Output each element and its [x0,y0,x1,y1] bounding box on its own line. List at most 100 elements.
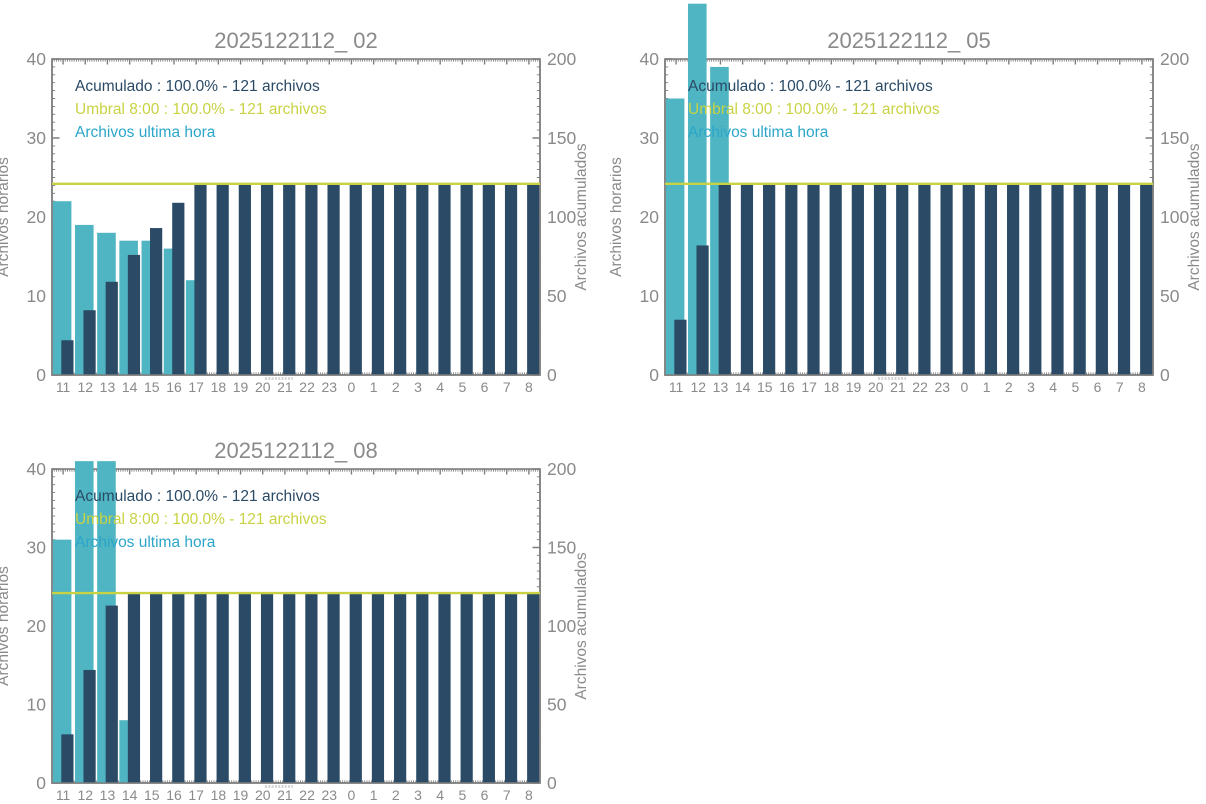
bar-accumulated-17 [807,183,820,375]
legend-line-2: Archivos ultima hora [75,124,216,141]
y-left-tick-label: 0 [36,365,46,385]
y-right-tick-label: 100 [547,616,576,636]
bar-accumulated-13 [105,605,118,783]
x-tick-label: 8 [1138,379,1146,395]
x-tick-label: 21 [277,379,293,395]
bar-accumulated-3 [1029,183,1042,375]
legend-line-1: Umbral 8:00 : 100.0% - 121 archivos [688,101,940,118]
x-tick-label: 16 [779,379,795,395]
y-axis-right-title: Archivos acumulados [1186,143,1203,291]
bar-accumulated-6 [482,183,495,375]
y-right-tick-label: 50 [547,695,567,715]
x-tick-label: 22 [299,379,315,395]
bar-accumulated-17 [194,593,207,783]
bar-accumulated-23 [940,183,953,375]
x-tick-label: 5 [458,379,466,395]
x-tick-label: 16 [166,787,182,803]
bar-accumulated-22 [305,183,318,375]
bar-accumulated-13 [718,183,731,375]
bar-accumulated-3 [416,183,429,375]
x-tick-label: 0 [348,787,356,803]
x-tick-label: 14 [122,379,138,395]
y-axis-right-title: Archivos acumulados [573,552,590,700]
x-tick-label: 0 [348,379,356,395]
x-tick-label: 4 [436,787,444,803]
x-tick-label: 23 [321,787,337,803]
x-tick-label: 23 [934,379,950,395]
bar-accumulated-1 [371,183,385,375]
bar-accumulated-20 [260,183,274,375]
y-right-tick-label: 200 [547,459,576,479]
bar-accumulated-18 [829,183,842,375]
y-axis-left-title: Archivos horarios [0,157,12,277]
y-left-tick-label: 30 [27,538,47,558]
x-tick-label: 16 [166,379,182,395]
bar-accumulated-4 [438,593,451,783]
y-left-tick-label: 10 [27,286,47,306]
bar-accumulated-14 [127,593,141,783]
bar-accumulated-12 [83,669,96,783]
x-tick-label: 15 [144,787,160,803]
bar-accumulated-5 [1073,183,1086,375]
bar-accumulated-8 [527,183,540,375]
legend-line-0: Acumulado : 100.0% - 121 archivos [75,78,320,95]
bar-accumulated-23 [327,183,340,375]
bar-hourly-11 [665,98,685,375]
x-tick-label: 7 [503,379,511,395]
x-tick-label: 19 [233,379,249,395]
bar-accumulated-0 [962,183,975,375]
y-left-tick-label: 30 [640,128,660,148]
x-tick-label: 8 [525,379,533,395]
x-tick-label: 12 [77,787,93,803]
bar-accumulated-21 [896,183,909,375]
x-tick-label: 14 [122,787,138,803]
bar-accumulated-7 [504,183,518,375]
bar-hourly-11 [52,201,72,375]
bar-accumulated-12 [696,245,709,375]
bar-accumulated-6 [1095,183,1108,375]
bar-accumulated-1 [371,593,385,783]
x-tick-label: 3 [414,379,422,395]
legend-line-2: Archivos ultima hora [75,534,216,551]
bar-accumulated-1 [984,183,998,375]
y-right-tick-label: 0 [547,773,557,793]
bar-accumulated-6 [482,593,495,783]
legend-line-0: Acumulado : 100.0% - 121 archivos [75,488,320,505]
legend-line-1: Umbral 8:00 : 100.0% - 121 archivos [75,101,327,118]
x-tick-label: 18 [211,379,227,395]
x-tick-label: 20 [868,379,884,395]
x-tick-label: 13 [713,379,729,395]
bar-accumulated-16 [172,202,185,375]
axis-frame [664,59,1154,376]
x-tick-label: 13 [100,787,116,803]
y-left-tick-label: 0 [36,773,46,793]
bar-accumulated-12 [83,310,96,375]
x-tick-label: 8 [525,787,533,803]
x-tick-label: 12 [77,379,93,395]
x-tick-label: 20 [255,787,271,803]
y-left-tick-label: 10 [640,286,660,306]
x-tick-label: 7 [503,787,511,803]
x-tick-label: 2 [392,787,400,803]
bar-accumulated-19 [238,593,251,783]
bar-accumulated-21 [283,593,296,783]
y-axis-right-title: Archivos acumulados [573,143,590,291]
bar-accumulated-14 [740,183,754,375]
x-tick-label: 17 [801,379,817,395]
chart-title: 2025122112_ 05 [827,28,991,53]
bar-accumulated-3 [416,593,429,783]
bar-accumulated-11 [674,319,687,375]
x-tick-label: 20 [255,379,271,395]
bar-accumulated-7 [504,593,518,783]
bar-accumulated-15 [763,183,776,375]
x-tick-label: 14 [735,379,751,395]
bar-accumulated-7 [1117,183,1131,375]
x-tick-label: 23 [321,379,337,395]
y-left-tick-label: 40 [27,459,47,479]
x-tick-label: 5 [458,787,466,803]
bar-accumulated-8 [527,593,540,783]
